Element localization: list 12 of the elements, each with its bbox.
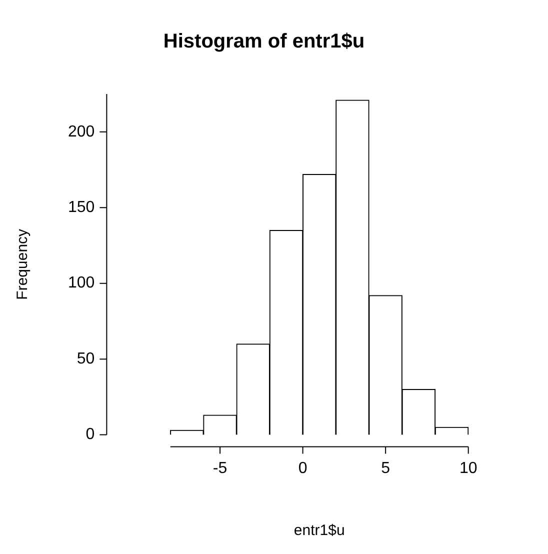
x-tick-label: 0 bbox=[298, 460, 308, 477]
y-tick-label: 0 bbox=[86, 426, 95, 444]
x-tick-label: -5 bbox=[212, 460, 228, 477]
x-tick-label: 10 bbox=[459, 460, 478, 477]
y-tick-label: 200 bbox=[68, 123, 95, 140]
x-axis-title: entr1$u bbox=[294, 522, 345, 540]
chart-title: Histogram of entr1$u bbox=[163, 30, 365, 53]
y-tick-label: 50 bbox=[76, 350, 95, 368]
y-tick-label: 100 bbox=[68, 274, 95, 292]
y-axis-title: Frequency bbox=[14, 228, 32, 300]
x-tick-label: 5 bbox=[381, 460, 390, 477]
y-tick-label: 150 bbox=[68, 199, 95, 216]
